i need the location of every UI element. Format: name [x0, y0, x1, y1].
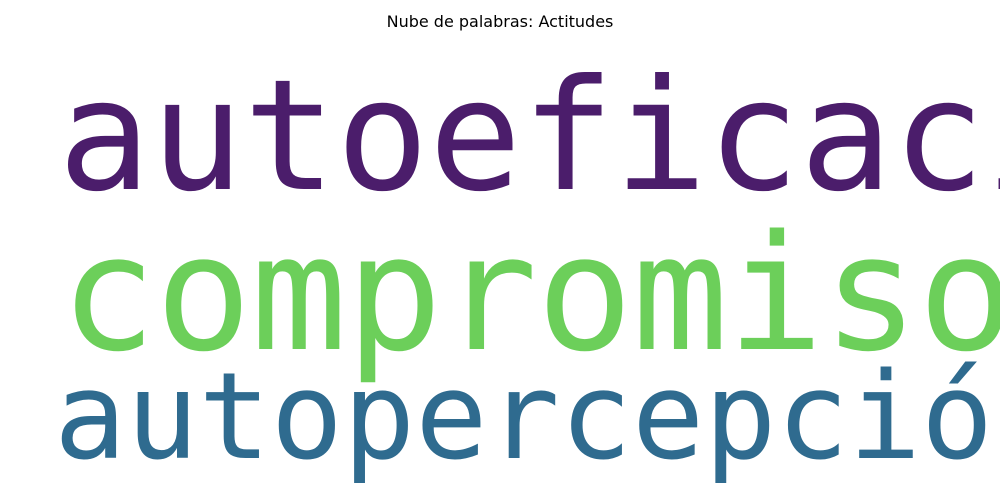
word-autoeficacia: autoeficacia	[58, 47, 1000, 226]
chart-title: Nube de palabras: Actitudes	[386, 12, 614, 31]
word-compromiso: compromiso	[60, 200, 1000, 387]
word-autopercepcion: autopercepción	[54, 348, 1000, 487]
